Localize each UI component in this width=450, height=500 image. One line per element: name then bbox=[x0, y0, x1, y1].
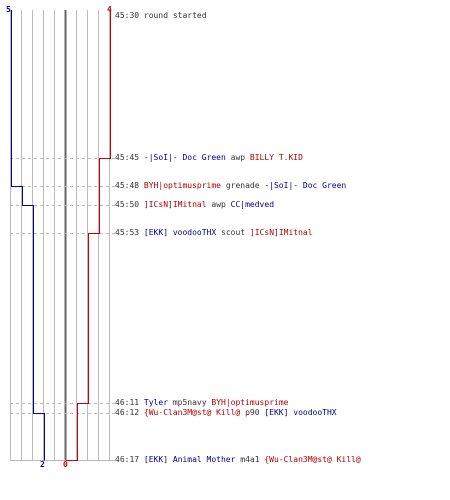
killer-name: [EKK] voodooTHX bbox=[143, 228, 217, 237]
event-time: 45:50 bbox=[115, 200, 140, 209]
weapon-name: awp bbox=[211, 200, 226, 209]
killer-name: [EKK] Animal Mother bbox=[143, 455, 236, 464]
red-team-alive-line bbox=[66, 10, 111, 461]
killer-name: BYH|optimusprime bbox=[143, 181, 221, 190]
weapon-name: awp bbox=[230, 153, 246, 162]
victim-name: BYH|optimusprime bbox=[211, 398, 289, 407]
red-end-count: 0 bbox=[63, 460, 68, 469]
killer-name: {Wu-Clan3M@st@ Kill@ bbox=[143, 408, 241, 417]
victim-name: ]ICsN]IMitnal bbox=[249, 228, 313, 237]
victim-name: BILLY T.KID bbox=[249, 153, 303, 162]
event-row-kill: 46:12 {Wu-Clan3M@st@ Kill@ p90 [EKK] voo… bbox=[115, 408, 337, 418]
event-time: 46:12 bbox=[115, 408, 140, 417]
victim-name: {Wu-Clan3M@st@ Kill@ bbox=[264, 455, 361, 464]
event-row-kill: 46:17 [EKK] Animal Mother m4a1 {Wu-Clan3… bbox=[115, 455, 361, 465]
blue-team-alive-line bbox=[11, 10, 45, 461]
event-row-kill: 45:48 BYH|optimusprime grenade -|SoI|- D… bbox=[115, 181, 346, 191]
event-time: 46:17 bbox=[115, 455, 140, 464]
weapon-name: m4a1 bbox=[240, 455, 260, 464]
event-note: round started bbox=[143, 11, 207, 20]
event-row-kill: 46:11 Tyler mp5navy BYH|optimusprime bbox=[115, 398, 288, 408]
kill-event-list: 45:30 round started 45:45 -|SoI|- Doc Gr… bbox=[115, 0, 450, 500]
event-time: 45:45 bbox=[115, 153, 140, 162]
killer-name: Tyler bbox=[143, 398, 169, 407]
event-row-round-start: 45:30 round started bbox=[115, 11, 207, 21]
blue-start-count: 5 bbox=[6, 5, 11, 14]
weapon-name: grenade bbox=[225, 181, 260, 190]
blue-end-count: 2 bbox=[40, 460, 45, 469]
victim-name: [EKK] voodooTHX bbox=[264, 408, 337, 417]
event-row-kill: 45:45 -|SoI|- Doc Green awp BILLY T.KID bbox=[115, 153, 303, 163]
victim-name: -|SoI|- Doc Green bbox=[264, 181, 347, 190]
weapon-name: mp5navy bbox=[172, 398, 207, 407]
killer-name: -|SoI|- Doc Green bbox=[143, 153, 226, 162]
event-time: 46:11 bbox=[115, 398, 140, 407]
graph-grid bbox=[10, 10, 115, 461]
event-row-kill: 45:53 [EKK] voodooTHX scout ]ICsN]IMitna… bbox=[115, 228, 313, 238]
event-time: 45:48 bbox=[115, 181, 140, 190]
weapon-name: p90 bbox=[245, 408, 260, 417]
event-time: 45:53 bbox=[115, 228, 140, 237]
kill-timeline-graph: 5 4 2 0 bbox=[6, 5, 115, 469]
event-time: 45:30 bbox=[115, 11, 140, 20]
weapon-name: scout bbox=[221, 228, 246, 237]
red-start-count: 4 bbox=[107, 5, 112, 14]
killer-name: ]ICsN]IMitnal bbox=[143, 200, 207, 209]
event-row-kill: 45:50 ]ICsN]IMitnal awp CC|medved bbox=[115, 200, 274, 210]
victim-name: CC|medved bbox=[230, 200, 275, 209]
